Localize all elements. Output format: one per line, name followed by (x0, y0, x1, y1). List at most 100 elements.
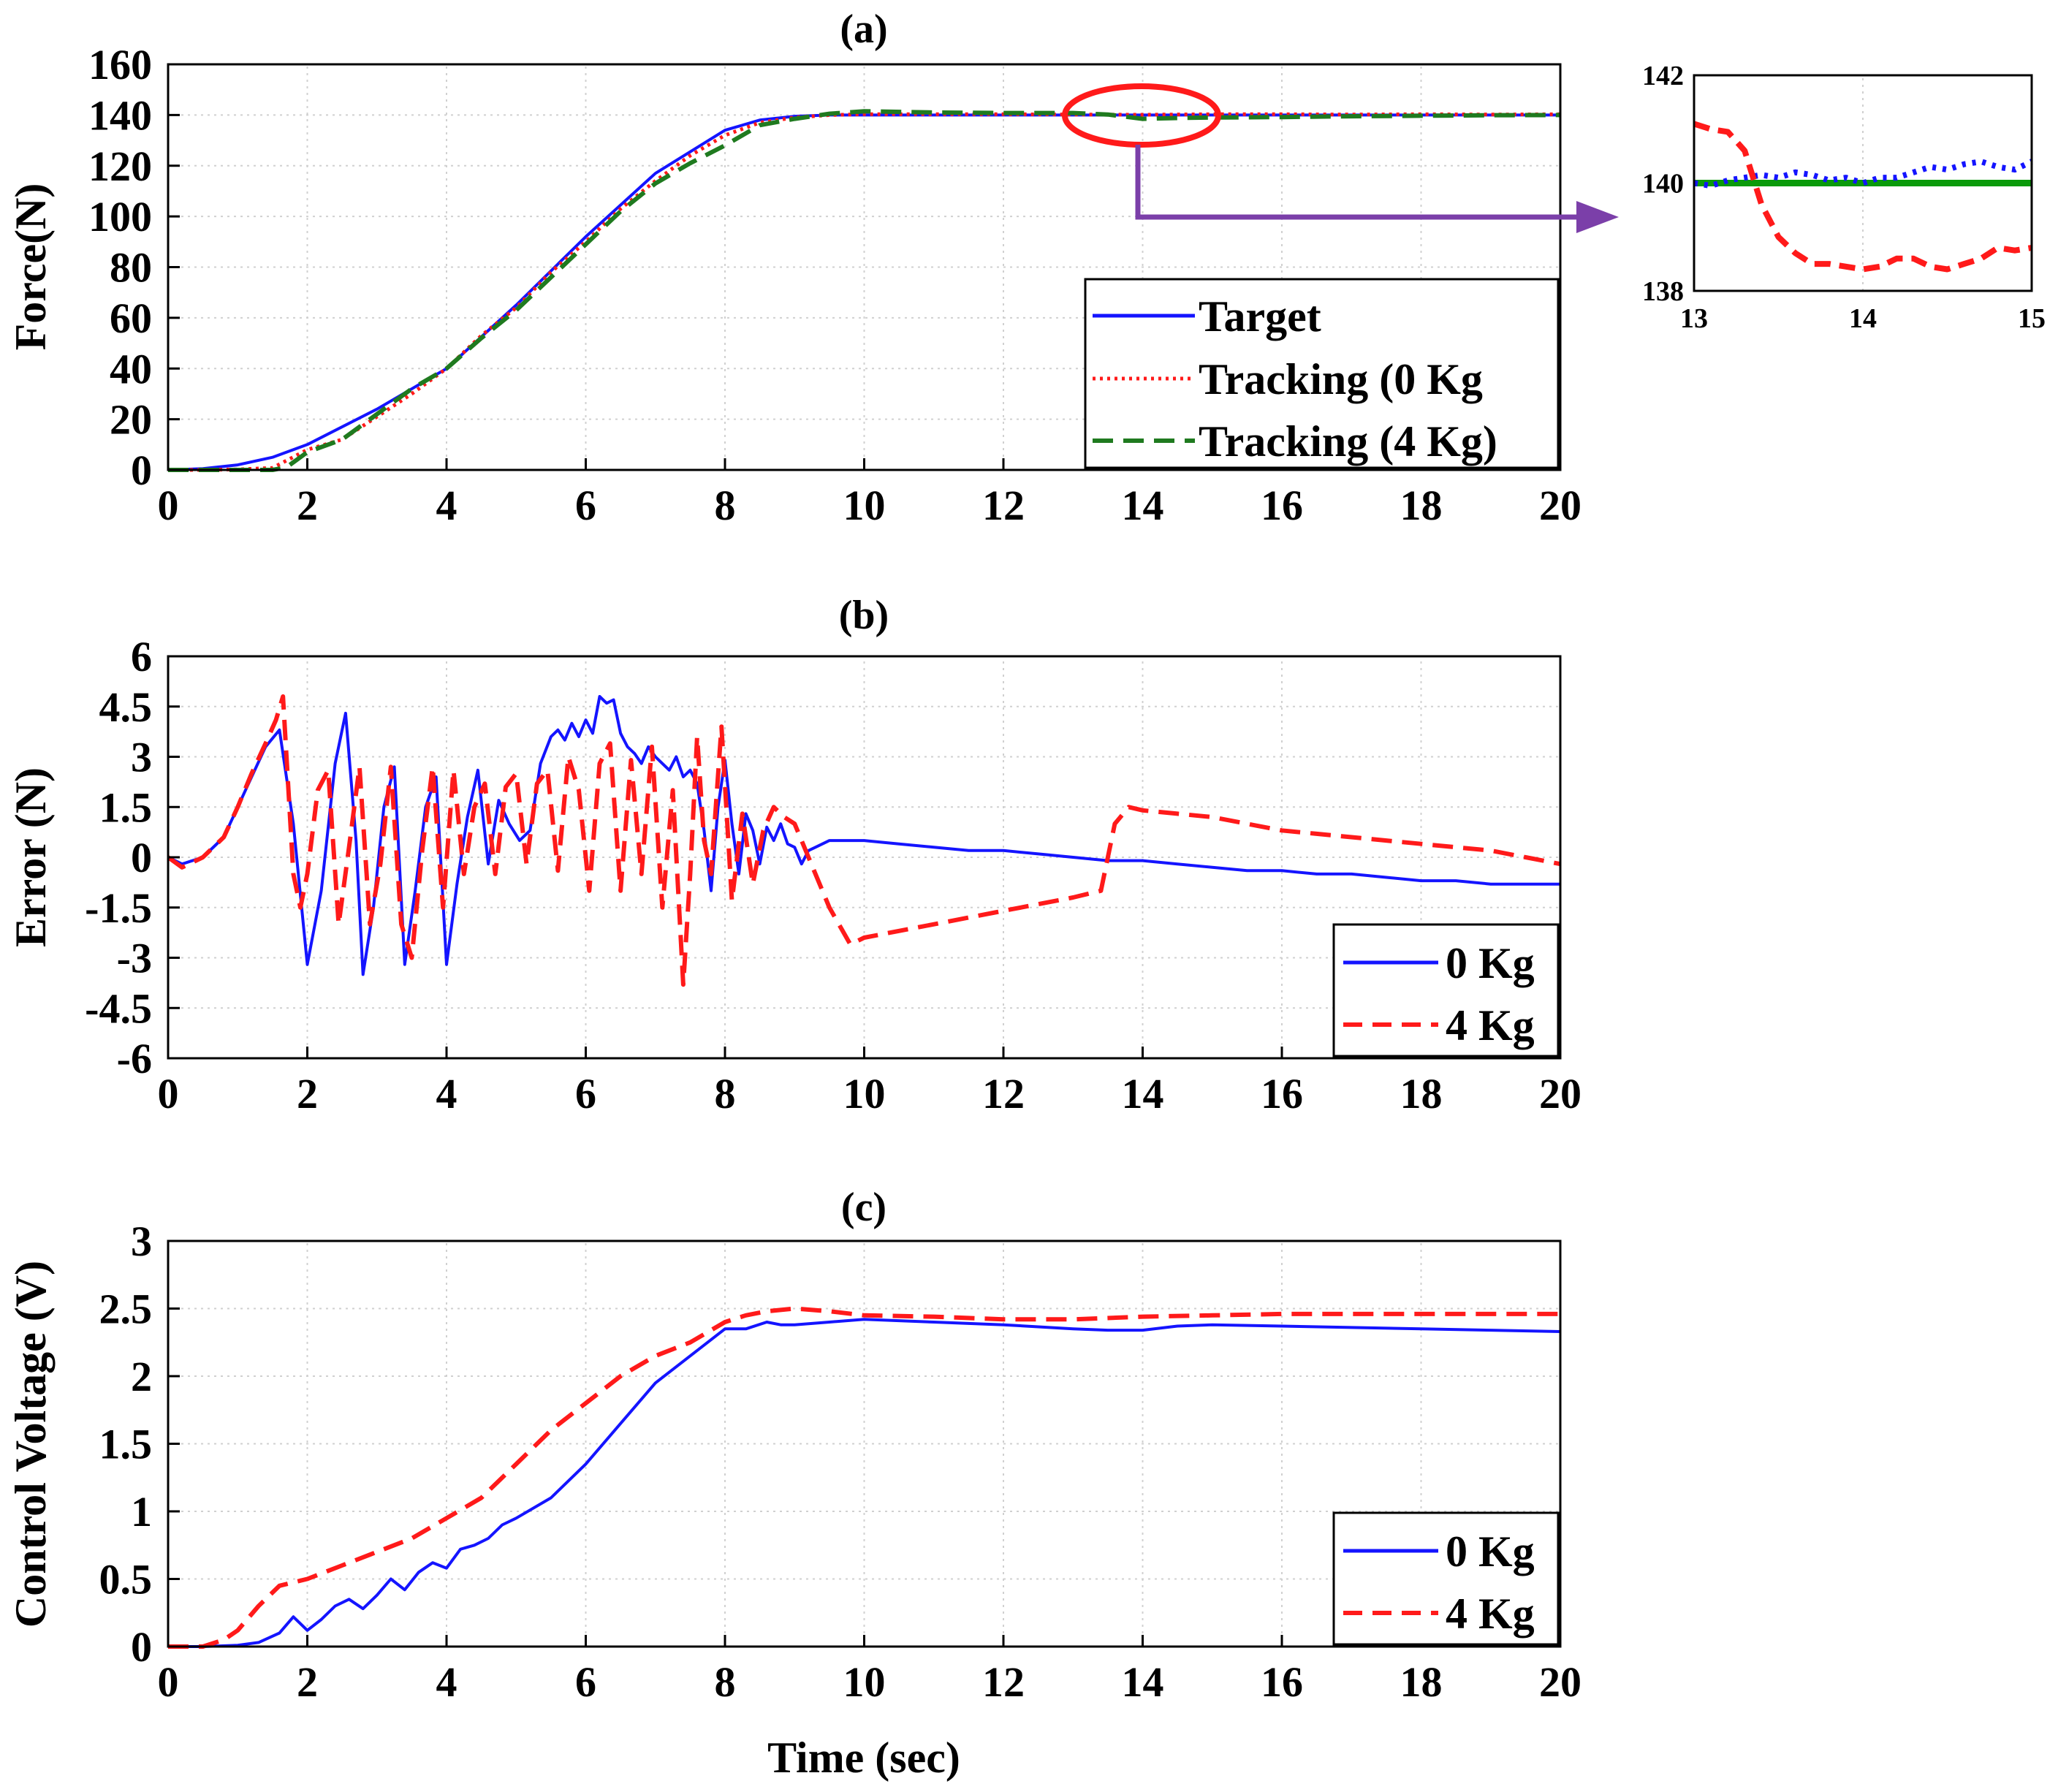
zoom-arrow-head-icon (1576, 201, 1619, 233)
panel-b-ylabel: Error (N) (7, 767, 55, 947)
panel-c-ylabel: Control Voltage (V) (7, 1261, 55, 1628)
inset-axes-box (1693, 74, 2033, 292)
y-tick-label: 80 (110, 244, 152, 292)
panel-c-legend[interactable]: 0 Kg 4 Kg (1332, 1511, 1560, 1646)
y-tick-label: 6 (131, 633, 152, 680)
panel-c-plot (168, 1306, 1561, 1649)
inset-ticks: 13 14 15 138 140 142 (1642, 61, 2046, 334)
x-tick-label: 10 (843, 482, 886, 529)
panel-a-ylabel: Force(N) (7, 183, 55, 351)
legend-c-0kg-label: 0 Kg (1446, 1527, 1535, 1576)
x-tick-label: 2 (297, 1658, 318, 1706)
inset-series-line-1 (1693, 159, 2033, 189)
inset-y-tick-label: 138 (1642, 276, 1684, 307)
inset-x-tick-label: 14 (1849, 303, 1877, 334)
panel-a-plot (167, 109, 1561, 472)
panel-b: (b) 0 2 4 6 8 10 12 14 16 18 20-6-4.5-3-1.501.534.… (7, 593, 1582, 1117)
legend-b-4kg-label: 4 Kg (1446, 1001, 1535, 1049)
x-tick-label: 14 (1122, 1658, 1164, 1706)
legend-track0-label: Tracking (0 Kg (1199, 355, 1483, 403)
y-tick-label: -1.5 (85, 884, 152, 932)
x-tick-label: 10 (843, 1658, 886, 1706)
x-tick-label: 18 (1400, 1070, 1443, 1117)
x-tick-label: 14 (1122, 482, 1164, 529)
y-tick-label: 0.5 (99, 1556, 153, 1603)
x-tick-label: 12 (982, 1658, 1025, 1706)
x-tick-label: 14 (1122, 1070, 1164, 1117)
x-tick-label: 2 (297, 482, 318, 529)
panel-c: (c) 0 2 4 6 8 10 12 14 16 18 20 0 0.5 1 1.5 2 2.5 3 Contr… (7, 1185, 1582, 1782)
x-tick-label: 20 (1539, 1070, 1582, 1117)
panel-b-plot (167, 694, 1561, 987)
x-tick-label: 2 (297, 1070, 318, 1117)
inset-x-tick-label: 13 (1680, 303, 1708, 334)
inset-y-tick-label: 142 (1642, 61, 1684, 91)
y-tick-label: 2.5 (99, 1286, 153, 1333)
inset-plot: 13 14 15 138 140 142 (1642, 61, 2046, 334)
x-tick-label: 4 (436, 1070, 457, 1117)
y-tick-label: 1.5 (99, 783, 153, 831)
x-tick-label: 20 (1539, 482, 1582, 529)
y-tick-label: 3 (131, 734, 152, 781)
x-tick-label: 6 (575, 1070, 596, 1117)
panel-b-legend[interactable]: 0 Kg 4 Kg (1332, 923, 1560, 1058)
x-tick-label: 18 (1400, 482, 1443, 529)
y-tick-label: 40 (110, 345, 152, 392)
y-tick-label: 2 (131, 1353, 152, 1400)
y-tick-label: 0 (131, 447, 152, 494)
panel-a-legend-box (1084, 278, 1560, 469)
x-tick-label: 12 (982, 1070, 1025, 1117)
x-tick-label: 20 (1539, 1658, 1582, 1706)
x-tick-label: 18 (1400, 1658, 1443, 1706)
x-tick-label: 0 (158, 482, 179, 529)
x-tick-label: 12 (982, 482, 1025, 529)
x-tick-label: 0 (158, 1658, 179, 1706)
y-tick-label: -6 (117, 1035, 152, 1082)
series-line-b-1 (167, 694, 1561, 987)
y-tick-label: 0 (131, 1623, 152, 1671)
y-tick-label: 20 (110, 396, 152, 444)
x-tick-label: 6 (575, 482, 596, 529)
y-tick-label: 160 (88, 41, 152, 88)
x-tick-label: 4 (436, 482, 457, 529)
x-tick-label: 8 (715, 1070, 736, 1117)
x-tick-label: 6 (575, 1658, 596, 1706)
x-tick-label: 4 (436, 1658, 457, 1706)
y-tick-label: 3 (131, 1218, 152, 1265)
series-line-c-1 (168, 1306, 1560, 1649)
legend-c-4kg-label: 4 Kg (1446, 1590, 1535, 1638)
y-tick-label: 140 (88, 91, 152, 139)
panel-c-ticks: 0 2 4 6 8 10 12 14 16 18 20 0 0.5 1 1.5 2 2.5 3 (99, 1218, 1582, 1706)
panel-c-legend-box (1332, 1511, 1560, 1646)
zoom-highlight-circle (1062, 83, 1221, 148)
legend-b-0kg-label: 0 Kg (1446, 939, 1535, 987)
inset-y-tick-label: 140 (1642, 169, 1684, 200)
y-tick-label: 120 (88, 143, 152, 190)
x-tick-label: 10 (843, 1070, 886, 1117)
zoom-arrow (1135, 145, 1576, 220)
y-tick-label: 4.5 (99, 683, 153, 731)
x-tick-label: 16 (1261, 1070, 1303, 1117)
inset-series-line-2 (1693, 121, 2032, 273)
series-line-a-1 (168, 112, 1561, 472)
y-tick-label: 0 (131, 834, 152, 881)
panel-b-legend-box (1332, 923, 1560, 1058)
panel-b-ticks: 0 2 4 6 8 10 12 14 16 18 20-6-4.5-3-1.501.534.56 (85, 633, 1582, 1117)
panel-b-title: (b) (839, 593, 889, 638)
panel-c-title: (c) (841, 1185, 886, 1230)
legend-target-label: Target (1199, 292, 1321, 341)
inset-series (1693, 121, 2033, 273)
inset-x-tick-label: 15 (2018, 303, 2046, 334)
series-line-b-0 (167, 695, 1560, 976)
series-line-c-0 (168, 1318, 1561, 1648)
x-tick-label: 0 (158, 1070, 179, 1117)
series-line-a-2 (168, 109, 1561, 472)
y-tick-label: 100 (88, 193, 152, 240)
y-tick-label: 1 (131, 1488, 152, 1535)
x-tick-label: 8 (715, 482, 736, 529)
legend-track4-label: Tracking (4 Kg) (1199, 417, 1497, 466)
x-tick-label: 16 (1261, 482, 1303, 529)
panel-a-legend[interactable]: Target Tracking (0 Kg Tracking (4 Kg) (1084, 278, 1560, 469)
